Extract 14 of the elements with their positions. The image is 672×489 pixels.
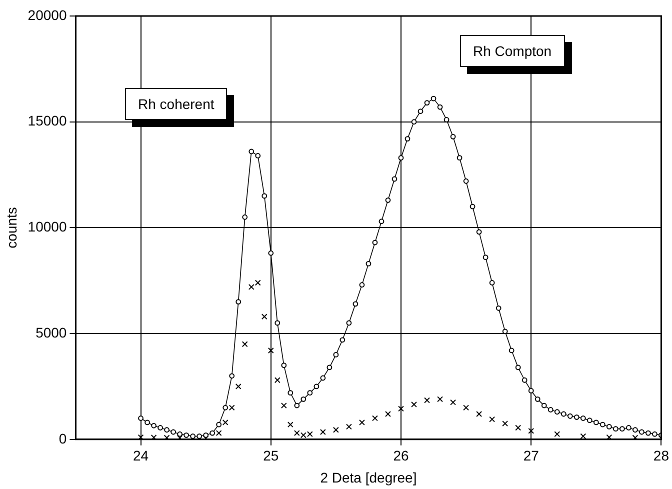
y-tick-label: 20000 xyxy=(28,6,67,23)
y-tick-label: 15000 xyxy=(28,112,67,129)
x-tick-label: 27 xyxy=(523,448,540,464)
x-tick-label: 28 xyxy=(653,448,670,464)
y-axis-title: counts xyxy=(3,207,20,248)
y-tick-label: 0 xyxy=(58,430,67,446)
annotation: Rh Compton xyxy=(460,35,565,67)
x-tick-label: 24 xyxy=(132,448,149,464)
x-axis-title: 2 Deta [degree] xyxy=(320,469,417,486)
annotation: Rh coherent xyxy=(125,88,228,120)
y-tick-label: 10000 xyxy=(28,218,67,235)
x-tick-label: 25 xyxy=(263,448,279,464)
x-tick-label: 26 xyxy=(393,448,409,464)
y-tick-label: 5000 xyxy=(36,324,67,340)
